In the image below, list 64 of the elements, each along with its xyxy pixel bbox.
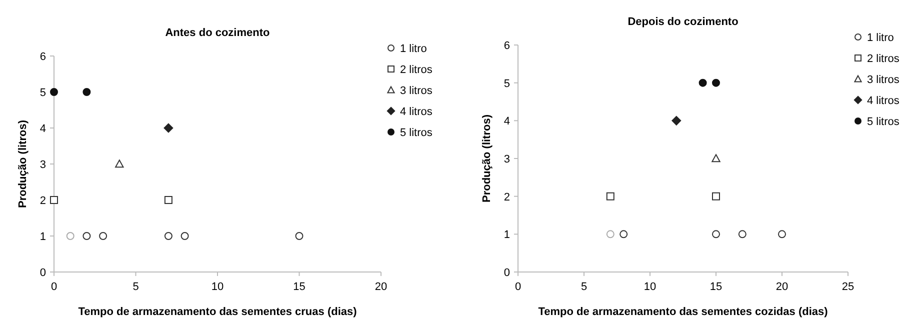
point: [164, 232, 172, 240]
x-tick-label: 5: [132, 281, 139, 293]
legend-label: 1 litro: [867, 32, 894, 44]
x-tick-label: 0: [50, 281, 58, 293]
x-axis-title: Tempo de armazenamento das sementes cruas (dias): [78, 306, 358, 318]
y-tick-label: 2: [40, 195, 46, 207]
point: [620, 230, 628, 238]
point: [738, 230, 746, 238]
point: [712, 154, 720, 162]
point: [606, 192, 614, 200]
legend-label: 2 litros: [400, 64, 433, 76]
point: [82, 88, 91, 96]
point: [672, 116, 682, 126]
legend-label: 5 litros: [400, 127, 433, 139]
point: [164, 123, 174, 133]
point: [82, 232, 91, 240]
point: [180, 232, 189, 240]
x-tick-label: 10: [644, 281, 656, 293]
x-tick-label: 15: [710, 281, 722, 293]
chart-title: Depois do cozimento: [628, 16, 739, 28]
y-tick-label: 6: [40, 51, 46, 63]
legend-label: 4 litros: [400, 106, 433, 118]
legend-label: 4 litros: [867, 95, 900, 107]
x-tick-label: 25: [842, 281, 854, 293]
point: [295, 232, 304, 240]
y-tick-label: 1: [504, 229, 510, 242]
y-tick-label: 0: [504, 267, 510, 279]
y-tick-label: 6: [504, 40, 510, 52]
y-tick-label: 4: [40, 123, 46, 135]
y-tick-label: 2: [504, 191, 510, 204]
point: [778, 230, 786, 238]
y-tick-label: 4: [504, 116, 510, 128]
x-tick-label: 0: [514, 281, 522, 293]
y-axis-title: Produção (litros): [481, 114, 493, 203]
legend-label: 1 litro: [400, 43, 427, 55]
y-tick-label: 3: [40, 159, 46, 171]
y-tick-label: 1: [40, 231, 46, 243]
legend-label: 3 litros: [400, 85, 433, 97]
x-tick-label: 15: [293, 281, 306, 293]
chart-title: Antes do cozimento: [165, 27, 270, 39]
x-tick-label: 10: [211, 281, 224, 293]
x-tick-label: 5: [580, 281, 588, 293]
x-tick-label: 20: [374, 281, 388, 293]
y-tick-label: 0: [40, 267, 46, 279]
point: [712, 192, 720, 200]
y-tick-label: 3: [504, 154, 510, 166]
point: [99, 232, 108, 240]
point: [164, 196, 172, 204]
point: [606, 230, 614, 238]
legend-label: 5 litros: [867, 116, 900, 128]
y-tick-label: 5: [504, 78, 510, 90]
legend-label: 3 litros: [867, 74, 900, 86]
x-tick-label: 20: [776, 281, 788, 293]
x-axis-title: Tempo de armazenamento das sementes cozidas (dias): [538, 306, 828, 318]
point: [50, 88, 58, 96]
point: [712, 78, 720, 87]
y-axis-title: Produção (litros): [17, 120, 29, 208]
point: [66, 232, 74, 240]
point: [698, 78, 707, 87]
point: [50, 196, 58, 204]
legend-label: 2 litros: [867, 53, 900, 65]
y-tick-label: 5: [40, 87, 46, 99]
point: [115, 160, 124, 168]
point: [712, 230, 720, 238]
